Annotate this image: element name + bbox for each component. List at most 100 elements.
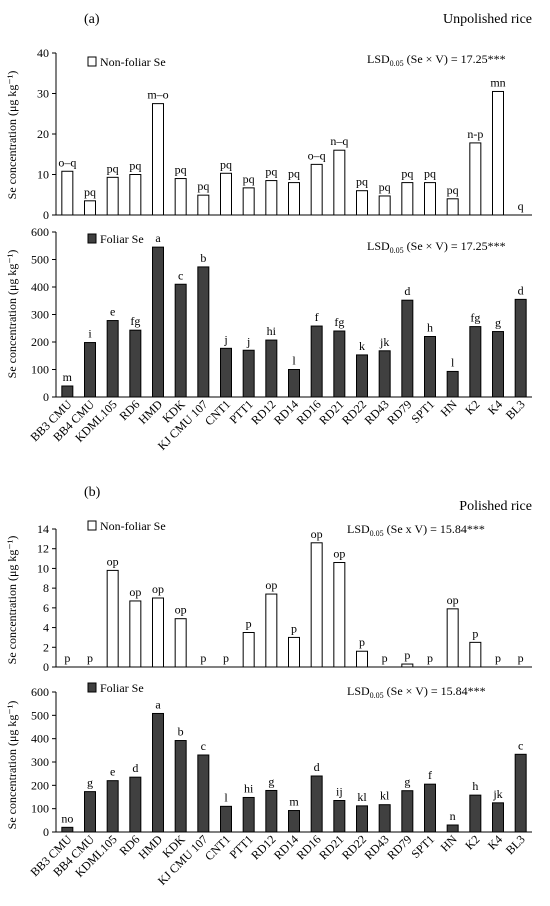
significance-letter: p: [246, 617, 252, 631]
significance-letter: pq: [401, 167, 413, 181]
bar: [265, 593, 278, 668]
bar: [174, 283, 187, 398]
significance-letter: c: [518, 738, 523, 752]
significance-letter: mn: [490, 75, 505, 89]
lsd-annotation: LSD0.05 (Se × V) = 15.84***: [347, 684, 486, 700]
x-tick-label: BL3: [503, 397, 528, 422]
bar: [129, 776, 142, 833]
significance-letter: pq: [175, 163, 187, 177]
significance-letter: pq: [243, 172, 255, 186]
bar: [333, 562, 346, 668]
significance-letter: op: [333, 547, 345, 561]
significance-letter: a: [155, 231, 161, 245]
bar: [242, 632, 255, 668]
bar: [84, 791, 96, 833]
bar: [152, 712, 164, 833]
significance-letter: p: [64, 651, 70, 665]
significance-letter: n: [450, 809, 456, 823]
significance-letter: p: [472, 626, 478, 640]
x-tick-label: PTT1: [227, 397, 256, 426]
y-tick-label: 400: [31, 732, 49, 746]
significance-letter: b: [200, 251, 206, 265]
significance-letter: g: [268, 774, 274, 788]
significance-letter: kl: [357, 790, 367, 804]
significance-letter: l: [224, 790, 228, 804]
chart-panel-0: 0 10 20 30 40 Se concentration (μg kg⁻¹) o–q pq…: [5, 12, 532, 222]
bar: [197, 194, 210, 216]
bar: [401, 299, 414, 398]
bar: [469, 142, 482, 216]
significance-letter: l: [292, 354, 296, 368]
x-tick-label: RD12: [248, 397, 278, 427]
bar: [424, 336, 436, 398]
x-tick-label: CNT1: [202, 832, 233, 863]
significance-letter: pq: [379, 180, 391, 194]
panel-title: Unpolished rice: [443, 12, 532, 27]
x-tick-label: RD12: [248, 832, 278, 862]
bar: [220, 347, 232, 398]
significance-letter: p: [404, 648, 410, 662]
y-tick-label: 12: [37, 542, 49, 556]
significance-letter: p: [359, 635, 365, 649]
significance-letter: a: [155, 697, 161, 711]
x-tick-label: RD22: [339, 832, 369, 862]
significance-letter: d: [314, 760, 320, 774]
bar: [220, 172, 232, 216]
significance-letter: op: [311, 527, 323, 541]
significance-letter: n-p: [467, 127, 483, 141]
bar: [469, 641, 482, 668]
significance-letter: g: [404, 775, 410, 789]
significance-letter: op: [107, 554, 119, 568]
significance-letter: o–q: [308, 148, 326, 162]
panel-label: (b): [84, 485, 101, 500]
bar: [356, 190, 368, 216]
significance-letter: ij: [336, 785, 343, 799]
significance-letter: pq: [356, 175, 368, 189]
bar: [514, 753, 527, 833]
significance-letter: pq: [447, 183, 459, 197]
bar: [356, 354, 368, 398]
significance-letter: o–q: [58, 155, 76, 169]
y-tick-label: 200: [31, 778, 49, 792]
chart-panel-1: 0 100 200 300 400 500 600 Se concentration (μg …: [5, 225, 532, 453]
y-tick-label: 500: [31, 708, 49, 722]
x-tick-label: RD79: [384, 832, 414, 862]
significance-letter: pq: [129, 159, 141, 173]
bar: [288, 182, 300, 216]
x-tick-label: RD79: [384, 397, 414, 427]
x-tick-label: RD14: [271, 397, 301, 427]
y-tick-label: 4: [43, 621, 49, 635]
bar: [356, 805, 368, 833]
bar: [61, 826, 74, 833]
bar: [378, 350, 391, 398]
significance-letter: k: [359, 339, 365, 353]
x-tick-label: RD22: [339, 397, 369, 427]
bar: [174, 618, 187, 668]
significance-letter: fg: [470, 311, 480, 325]
significance-letter: d: [132, 761, 138, 775]
x-tick-label: RD16: [294, 832, 324, 862]
bar: [492, 802, 504, 833]
bar: [401, 663, 414, 668]
bar: [61, 170, 74, 216]
significance-letter: g: [495, 316, 501, 330]
x-tick-label: RD21: [316, 832, 346, 862]
significance-letter: fg: [130, 314, 140, 328]
x-tick-label: K2: [462, 832, 482, 852]
chart-panel-3: 0 100 200 300 400 500 600 Se concentration (μg …: [5, 681, 532, 888]
x-tick-label: HN: [438, 832, 460, 854]
significance-letter: p: [200, 651, 206, 665]
bar: [492, 90, 504, 216]
y-axis-title: Se concentration (μg kg⁻¹): [5, 701, 19, 830]
bar: [106, 176, 119, 216]
bar: [446, 824, 459, 833]
bar: [469, 794, 482, 833]
bar: [242, 796, 255, 833]
panel-label: (a): [84, 12, 100, 27]
bar: [242, 349, 255, 398]
y-tick-label: 600: [31, 225, 49, 239]
x-tick-label: RD16: [294, 397, 324, 427]
bar: [152, 103, 164, 216]
significance-letter: op: [152, 582, 164, 596]
